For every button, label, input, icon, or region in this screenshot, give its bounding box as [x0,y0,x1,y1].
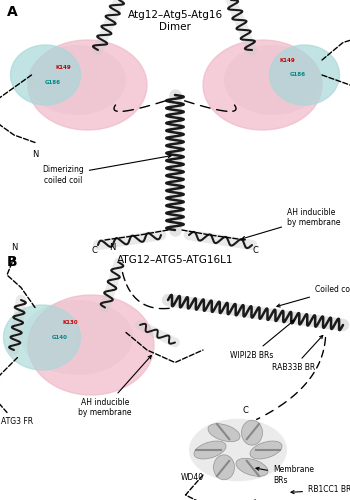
Polygon shape [270,45,340,105]
Text: N: N [11,244,17,252]
Text: Membrane
BRs: Membrane BRs [256,466,314,484]
Ellipse shape [28,45,126,115]
Ellipse shape [241,420,262,445]
Text: C: C [92,246,97,255]
Polygon shape [10,45,80,105]
Text: WIPI2B BRs: WIPI2B BRs [230,320,294,360]
Text: AH inducible
by membrane: AH inducible by membrane [242,208,341,240]
Text: WD40: WD40 [181,473,204,482]
Text: AH inducible
by membrane: AH inducible by membrane [78,356,151,417]
Ellipse shape [208,424,240,442]
Ellipse shape [21,300,133,375]
Polygon shape [203,40,322,130]
Polygon shape [28,40,147,130]
Text: N: N [32,150,38,159]
Text: Coiled coil: Coiled coil [277,286,350,307]
Text: Dimerizing
coiled coil: Dimerizing coiled coil [42,154,171,184]
Text: ATG12–ATG5-ATG16L1: ATG12–ATG5-ATG16L1 [117,255,233,265]
Text: RB1CC1 BR: RB1CC1 BR [291,486,350,494]
Text: K130: K130 [62,320,78,325]
Text: G140: G140 [51,335,68,340]
Text: K149: K149 [55,65,71,70]
Ellipse shape [189,419,287,481]
Text: Atg12–Atg5-Atg16
Dimer: Atg12–Atg5-Atg16 Dimer [127,10,223,32]
Polygon shape [4,305,80,370]
Ellipse shape [236,458,268,476]
Ellipse shape [250,441,282,459]
Ellipse shape [214,455,235,480]
Ellipse shape [224,45,322,115]
Ellipse shape [194,441,226,459]
Text: C: C [253,246,258,255]
Text: G186: G186 [289,72,306,78]
Text: K149: K149 [279,58,295,62]
Text: RAB33B BR: RAB33B BR [272,336,323,372]
Text: G186: G186 [44,80,61,85]
Polygon shape [28,295,154,395]
Text: C: C [242,406,248,415]
Text: N: N [109,244,115,252]
Text: B: B [7,255,18,269]
Text: A: A [7,5,18,19]
Text: ATG3 FR: ATG3 FR [1,418,34,426]
